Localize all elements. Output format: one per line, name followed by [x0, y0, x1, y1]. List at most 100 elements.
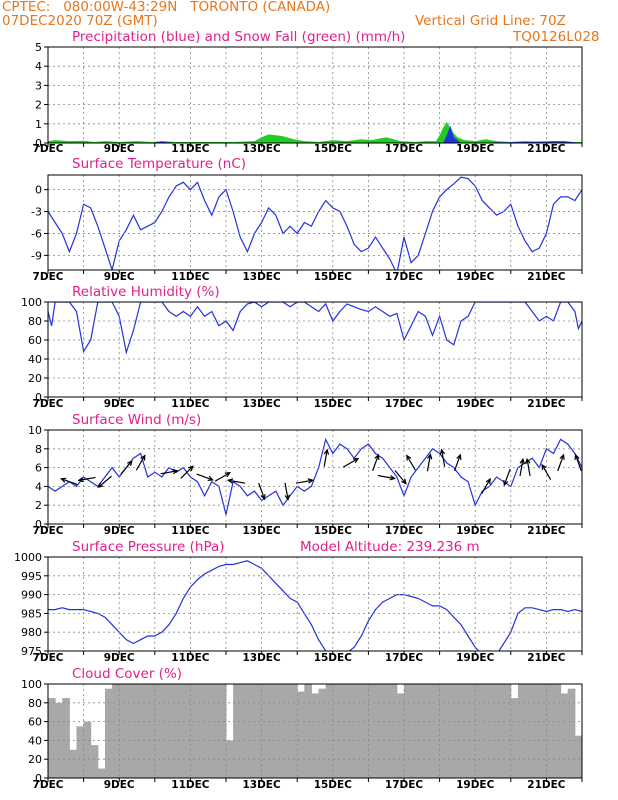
wind-arrow	[557, 454, 565, 472]
wind-arrow	[98, 475, 112, 488]
x-tick-label: 9DEC	[104, 398, 135, 410]
x-tick-label: 7DEC	[33, 398, 64, 410]
wind-arrow-head	[406, 454, 412, 461]
x-tick-label: 17DEC	[385, 398, 424, 410]
y-tick-label: -6	[31, 227, 42, 240]
cloud-cover-bar	[496, 684, 505, 778]
cloud-cover-bar	[389, 684, 398, 778]
temp-line	[48, 176, 582, 270]
cloud-cover-bar	[396, 693, 405, 778]
wind-arrow	[342, 458, 359, 468]
y-tick-label: 995	[21, 570, 42, 583]
cloud-cover-bar	[112, 684, 120, 778]
wind-arrow-head	[485, 477, 491, 485]
y-tick-label: 0	[35, 518, 42, 531]
cloud-cover-bar	[425, 684, 433, 778]
wind-arrow	[526, 459, 531, 477]
x-tick-label: 17DEC	[385, 779, 424, 791]
wind-arrow	[394, 470, 407, 484]
x-tick-label: 15DEC	[314, 652, 353, 664]
wind-panel-frame	[47, 429, 583, 525]
y-tick-label: 990	[21, 589, 42, 602]
x-tick-label: 15DEC	[314, 271, 353, 283]
x-tick-label: 13DEC	[242, 652, 281, 664]
y-tick-label: 100	[21, 296, 42, 309]
y-tick-label: 980	[21, 626, 42, 639]
cloud-cover-bar	[90, 745, 99, 778]
y-tick-label: 4	[35, 60, 42, 73]
cloud-cover-bar	[539, 684, 547, 778]
cloud-cover-bar	[503, 684, 512, 778]
cloud-cover-bar	[176, 684, 184, 778]
y-tick-label: 80	[28, 315, 42, 328]
wind-arrow-head	[541, 463, 547, 470]
cloud-cover-bar	[375, 684, 384, 778]
cloud-cover-bar	[347, 684, 355, 778]
wind-arrow-head	[574, 453, 580, 460]
wind-arrow-head	[456, 453, 462, 460]
wind-arrow-head	[426, 453, 433, 460]
precip-panel-title: Precipitation (blue) and Snow Fall (gree…	[72, 29, 406, 45]
y-tick-label: 20	[28, 753, 42, 766]
wind-arrow	[453, 454, 461, 472]
y-tick-label: 0	[35, 772, 42, 785]
cloud-cover-bar	[311, 693, 320, 778]
cloud-cover-bar	[567, 688, 576, 778]
cloud-cover-bar	[411, 684, 419, 778]
x-tick-label: 13DEC	[242, 525, 281, 537]
wind-arrow-head	[226, 478, 234, 484]
x-tick-label: 7DEC	[33, 779, 64, 791]
y-tick-label: -9	[31, 249, 42, 262]
x-tick-label: 11DEC	[171, 652, 210, 664]
cloud-cover-bar	[240, 684, 248, 778]
wind-arrow	[406, 455, 416, 471]
x-tick-label: 21DEC	[527, 398, 566, 410]
cloud-cover-bar	[460, 684, 469, 778]
wind-panel-title: Surface Wind (m/s)	[72, 412, 202, 428]
cloud-cover-bar	[154, 684, 163, 778]
wind-arrow	[574, 454, 582, 472]
wind-arrow	[78, 476, 96, 481]
x-tick-label: 9DEC	[104, 525, 135, 537]
cloud-cover-bar	[247, 684, 255, 778]
y-tick-label: 80	[28, 697, 42, 710]
cloud-cover-bar	[404, 684, 412, 778]
product-code: TQ0126L028	[513, 29, 600, 45]
temp-panel-frame	[47, 174, 583, 271]
x-tick-label: 17DEC	[385, 525, 424, 537]
cloud-cover-bar	[532, 684, 540, 778]
y-tick-label: 8	[35, 443, 42, 456]
cloud-cover-bar	[282, 684, 291, 778]
x-tick-label: 15DEC	[314, 779, 353, 791]
cloud-cover-bar	[482, 684, 490, 778]
wind-arrow	[258, 482, 266, 500]
precipitation-area	[48, 125, 582, 143]
wind-arrow	[295, 479, 313, 484]
y-tick-label: 4	[35, 480, 42, 493]
cloud-cover-bar	[233, 684, 241, 778]
y-tick-label: 2	[35, 499, 42, 512]
wind-arrow	[214, 472, 231, 482]
temp-panel-title: Surface Temperature (nC)	[72, 156, 247, 172]
wind-arrow-head	[374, 453, 380, 460]
y-tick-label: 0	[35, 137, 42, 150]
y-tick-label: 20	[28, 372, 42, 385]
wind-arrow-head	[207, 475, 214, 482]
x-tick-label: 9DEC	[104, 271, 135, 283]
model-altitude: Model Altitude: 239.236 m	[300, 539, 480, 555]
wind-arrow-head	[401, 478, 407, 485]
x-tick-label: 19DEC	[456, 271, 495, 283]
x-tick-label: 9DEC	[104, 652, 135, 664]
cloud-cover-bar	[133, 684, 142, 778]
cloud-cover-bar	[418, 684, 426, 778]
x-tick-label: 11DEC	[171, 525, 210, 537]
x-tick-label: 11DEC	[171, 143, 210, 155]
cloud-cover-bar	[432, 684, 441, 778]
cloud-cover-bar	[147, 684, 156, 778]
cloud-cover-bar	[468, 684, 476, 778]
rh-panel-title: Relative Humidity (%)	[72, 284, 220, 300]
cloud-cover-bar	[204, 684, 213, 778]
wind-arrow	[372, 454, 379, 472]
cloud-cover-bar	[183, 684, 191, 778]
x-tick-label: 13DEC	[242, 398, 281, 410]
